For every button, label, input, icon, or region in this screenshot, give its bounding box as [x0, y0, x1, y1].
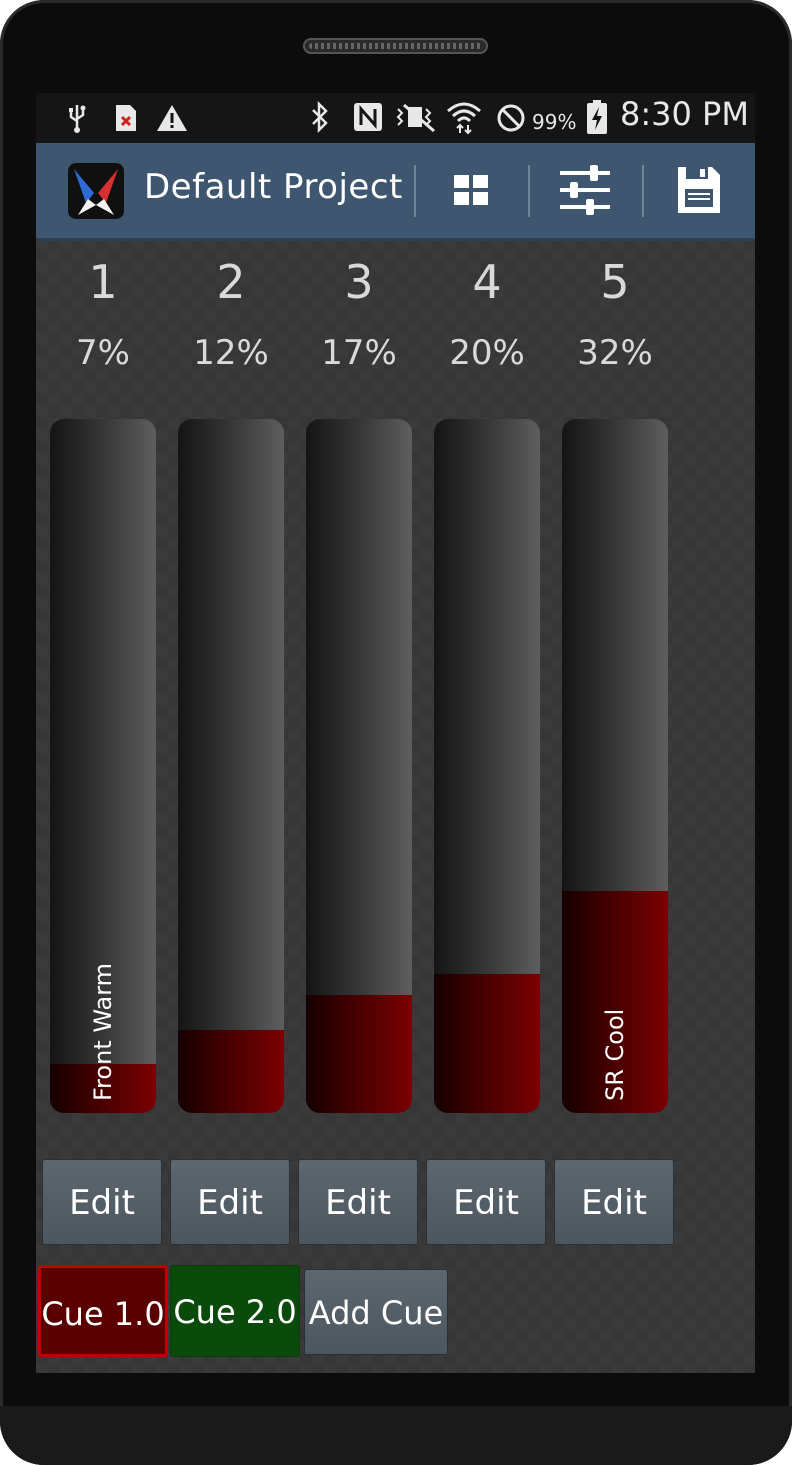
channel-number: 5 [600, 255, 630, 309]
fader-label: Front Warm [89, 962, 117, 1101]
file-error-icon [116, 105, 136, 131]
fader-channel-3[interactable] [306, 419, 412, 1113]
save-button[interactable] [658, 157, 738, 225]
grid-view-button[interactable] [432, 157, 512, 225]
fader-level [562, 890, 668, 1113]
status-bar: 99% 8:30 PM [36, 93, 755, 143]
fader-level [50, 1064, 156, 1113]
grid-icon [454, 175, 488, 205]
channel-number: 3 [344, 255, 374, 309]
sliders-icon [560, 165, 610, 215]
cue-1-button[interactable]: Cue 1.0 [38, 1265, 168, 1357]
action-divider [414, 165, 416, 217]
save-icon [678, 167, 720, 213]
screen: 99% 8:30 PM Default Project [36, 93, 755, 1373]
cue-2-button[interactable]: Cue 2.0 [170, 1265, 300, 1357]
channel-percent: 20% [449, 333, 525, 373]
edit-channel-2-button[interactable]: Edit [170, 1159, 290, 1245]
bottom-bezel [0, 1406, 792, 1465]
wifi-icon [447, 102, 481, 135]
edit-channel-4-button[interactable]: Edit [426, 1159, 546, 1245]
action-divider [528, 165, 530, 217]
fader-channel-2[interactable] [178, 419, 284, 1113]
channel-number: 1 [88, 255, 118, 309]
edit-channel-1-button[interactable]: Edit [42, 1159, 162, 1245]
channel-percent: 12% [193, 333, 269, 373]
action-bar: Default Project [36, 143, 755, 241]
fader-level [434, 974, 540, 1113]
edit-channel-5-button[interactable]: Edit [554, 1159, 674, 1245]
channel-percent: 7% [76, 333, 130, 373]
channel-number: 2 [216, 255, 246, 309]
project-title: Default Project [144, 167, 403, 207]
faders-button[interactable] [546, 157, 626, 225]
fader-channel-5[interactable]: SR Cool [562, 419, 668, 1113]
no-sign-icon [497, 104, 525, 132]
channel-percent: 17% [321, 333, 397, 373]
nfc-icon [354, 103, 382, 131]
speaker-grille [303, 38, 488, 54]
vibrate-icon [396, 103, 435, 133]
warning-icon [157, 105, 187, 131]
fader-level [306, 995, 412, 1113]
bluetooth-icon [312, 101, 328, 133]
channel-number: 4 [472, 255, 502, 309]
clock: 8:30 PM [620, 95, 749, 133]
battery-charging-icon [587, 100, 607, 134]
channel-percent: 32% [577, 333, 653, 373]
battery-percent: 99% [532, 110, 577, 134]
usb-icon [69, 105, 86, 133]
add-cue-button[interactable]: Add Cue [304, 1269, 448, 1355]
fader-level [178, 1029, 284, 1113]
fader-label: SR Cool [601, 1008, 629, 1101]
edit-channel-3-button[interactable]: Edit [298, 1159, 418, 1245]
app-logo-icon[interactable] [68, 163, 124, 219]
fader-channel-4[interactable] [434, 419, 540, 1113]
action-divider [642, 165, 644, 217]
fader-channel-1[interactable]: Front Warm [50, 419, 156, 1113]
